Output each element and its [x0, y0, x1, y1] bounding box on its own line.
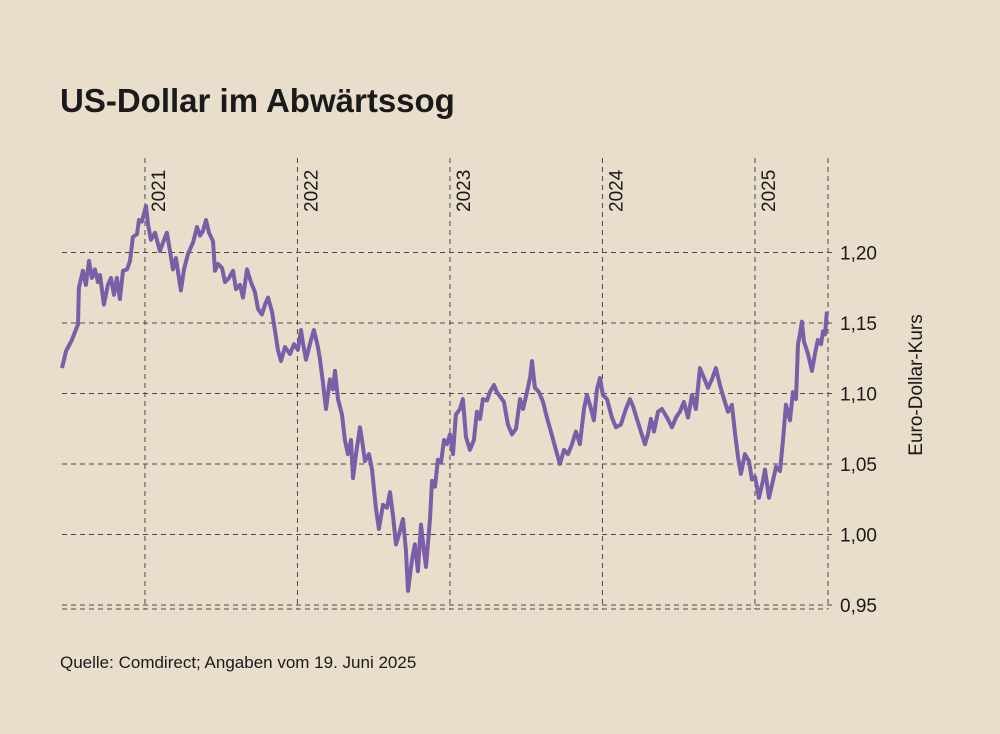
x-tick-label: 2022	[301, 170, 322, 212]
source-note: Quelle: Comdirect; Angaben vom 19. Juni …	[60, 653, 416, 672]
line	[60, 203, 829, 593]
y-tick-label: 1,20	[840, 243, 877, 264]
y-axis-label: Euro-Dollar-Kurs	[906, 314, 927, 455]
y-tick-label: 0,95	[840, 596, 877, 617]
y-tick-label: 1,10	[840, 384, 877, 405]
y-tick-label: 1,00	[840, 525, 877, 546]
y-tick-label: 1,05	[840, 455, 877, 476]
y-tick-label: 1,15	[840, 314, 877, 335]
x-tick-label: 2024	[606, 169, 627, 212]
x-tick-label: 2021	[149, 170, 170, 212]
chart-title: US-Dollar im Abwärtssog	[60, 82, 455, 119]
x-tick-label: 2025	[759, 170, 780, 212]
x-tick-label: 2023	[454, 170, 475, 212]
